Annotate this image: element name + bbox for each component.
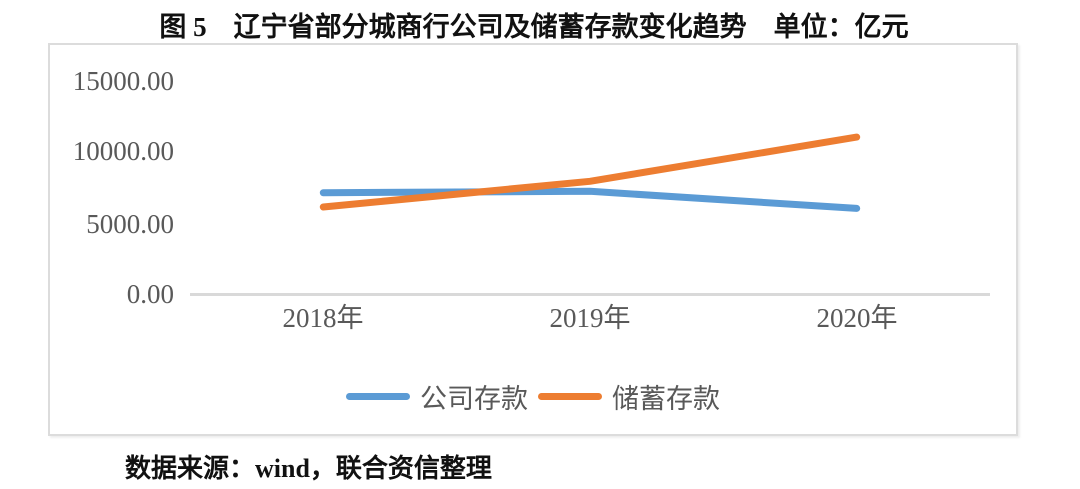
x-axis-tick-label: 2020年: [816, 303, 898, 333]
legend-line-company-deposits-icon: [346, 392, 410, 400]
legend-label-company-deposits: 公司存款: [420, 383, 528, 414]
y-axis-tick-label: 0.00: [126, 279, 174, 309]
x-axis-tick-label: 2019年: [549, 303, 631, 333]
y-axis-tick-label: 10000.00: [72, 136, 174, 166]
x-axis-tick-label: 2018年: [282, 303, 364, 333]
y-axis-tick-label: 5000.00: [86, 209, 174, 239]
series-line-0: [319, 187, 861, 212]
legend-line-savings-deposits-icon: [538, 392, 602, 400]
line-plot: [319, 133, 861, 212]
chart-area: 15000.00 10000.00 5000.00 0.00 2018年 201…: [48, 43, 1018, 436]
y-axis-tick-label: 15000.00: [72, 66, 174, 96]
legend: 公司存款 储蓄存款: [50, 379, 1016, 414]
series-line-1: [319, 133, 861, 211]
x-axis-line: [190, 293, 990, 296]
chart-title: 图 5 辽宁省部分城商行公司及储蓄存款变化趋势 单位：亿元: [159, 12, 909, 42]
legend-label-savings-deposits: 储蓄存款: [612, 383, 720, 414]
source-note: 数据来源：wind，联合资信整理: [125, 454, 492, 483]
